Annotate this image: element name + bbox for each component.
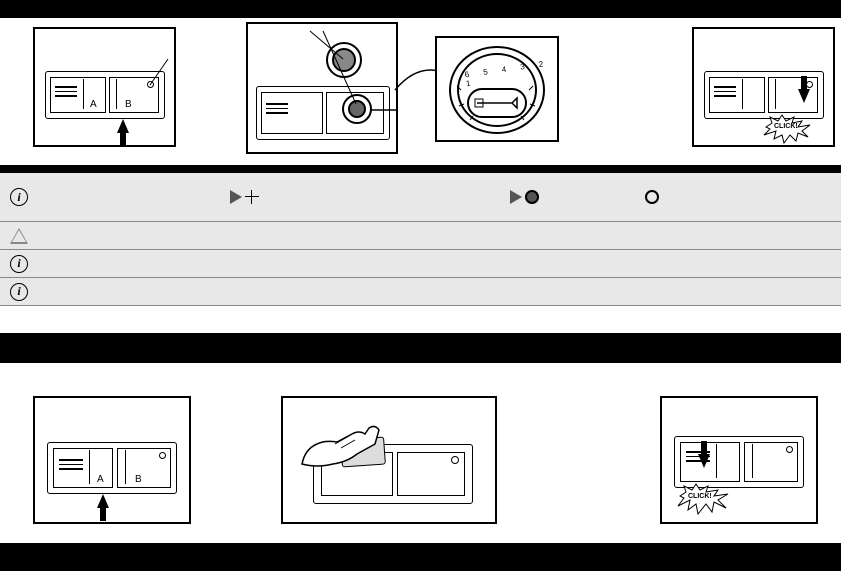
info-row-3: i: [0, 249, 841, 277]
info-row-4: i: [0, 277, 841, 305]
level-lines: [266, 100, 288, 117]
panel-step-6: CLICK!: [660, 396, 818, 524]
divider-b: [125, 450, 126, 484]
hand-icon: [297, 414, 397, 484]
indicator-hole: [451, 456, 459, 464]
divider-a: [83, 79, 84, 109]
panel-step-3: CLICK!: [692, 27, 835, 147]
level-lines: [59, 456, 83, 473]
info-row-1: i: [0, 173, 841, 221]
pointer-line: [308, 29, 358, 109]
panel-step-2: [246, 22, 398, 154]
panel-step-5: [281, 396, 497, 524]
info-icon: i: [10, 188, 28, 206]
label-a: A: [90, 99, 97, 110]
divider-b: [752, 444, 753, 478]
info-top-border: [0, 165, 841, 173]
black-bar-mid: [0, 333, 841, 363]
symbol-tri-dot: [510, 188, 539, 206]
indicator-hole: [159, 452, 166, 459]
black-bar-top: [0, 0, 841, 18]
pointer-line: [135, 57, 170, 92]
info-block: i i i: [0, 165, 841, 306]
info-icon: i: [10, 283, 28, 301]
info-bottom-line: [0, 305, 841, 306]
info-icon: i: [10, 255, 28, 273]
arrow-up: [117, 119, 129, 133]
click-label: CLICK!: [774, 123, 798, 130]
divider-b: [116, 79, 117, 109]
info-row-2: [0, 221, 841, 249]
label-a: A: [97, 474, 104, 485]
divider-b: [775, 79, 776, 109]
black-bar-bottom: [0, 543, 841, 571]
label-b: B: [135, 474, 142, 485]
click-label: CLICK!: [688, 493, 712, 500]
divider-a: [716, 444, 717, 478]
symbol-ring: [645, 188, 659, 206]
dial-ticks: [455, 76, 539, 126]
divider-a: [742, 79, 743, 109]
level-lines: [714, 83, 736, 100]
panel-dial: 6 5 4 3 2 1: [435, 36, 559, 142]
arrow-down: [798, 89, 810, 103]
arrow-down: [698, 454, 710, 468]
indicator-hole: [786, 446, 793, 453]
arrow-up: [97, 494, 109, 508]
divider-a: [89, 450, 90, 484]
label-b: B: [125, 99, 132, 110]
level-lines: [55, 83, 77, 100]
panel-step-1: A B: [33, 27, 176, 147]
indicator-hole: [806, 81, 813, 88]
warning-icon: [10, 228, 28, 244]
panel-step-4: A B: [33, 396, 191, 524]
symbol-tri-sparkle: [230, 188, 259, 206]
